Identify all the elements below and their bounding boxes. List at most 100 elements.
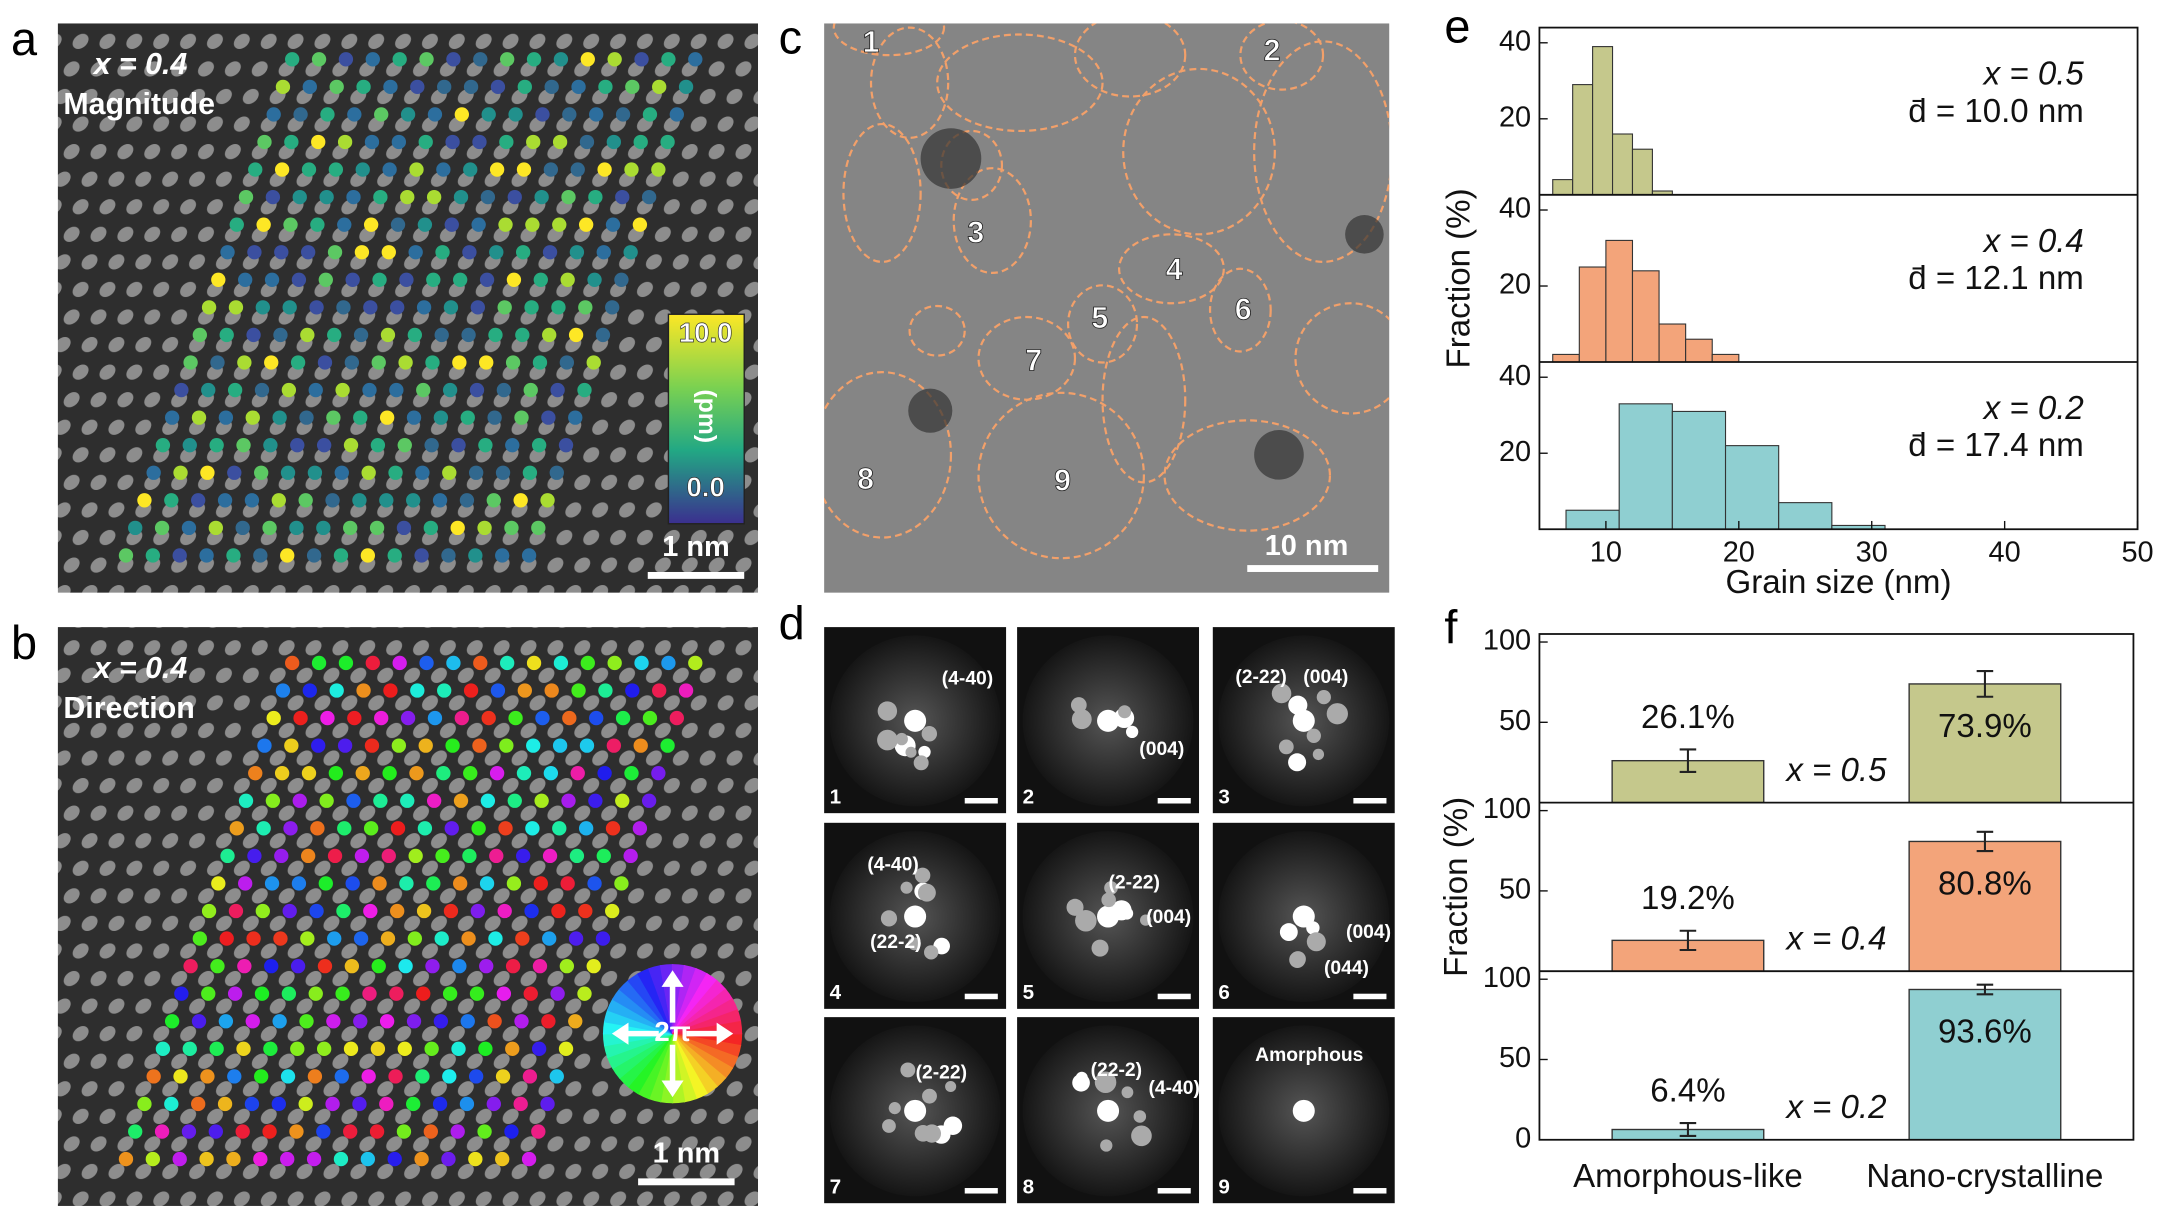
spot-label: (4-40) (867, 855, 918, 876)
atom (329, 683, 344, 698)
atom (164, 493, 179, 508)
colorbar (667, 313, 745, 525)
atom (338, 655, 354, 671)
atom (316, 520, 331, 536)
atom (326, 1014, 341, 1029)
bar (1611, 939, 1765, 972)
atom (154, 520, 170, 536)
y-tick-label: 40 (1499, 360, 1531, 392)
atom (364, 738, 380, 753)
atom (551, 300, 566, 315)
atom (580, 655, 595, 671)
scale-bar (1157, 1188, 1191, 1194)
value-label: 26.1% (1641, 699, 1735, 736)
atom (652, 683, 667, 698)
atom (578, 821, 594, 836)
atom (319, 793, 334, 808)
atom (397, 438, 412, 453)
atom (688, 655, 703, 671)
diffraction-spot (1292, 1099, 1315, 1122)
mean-label: d̄ = 10.0 nm (1908, 93, 2084, 130)
atom (238, 272, 253, 287)
atom (220, 848, 235, 864)
atom (441, 1151, 456, 1167)
panel-label: b (11, 617, 37, 669)
atom (678, 79, 694, 95)
atom (478, 1041, 493, 1056)
diffraction-spot (1288, 753, 1307, 772)
atom (181, 1124, 197, 1139)
atom (615, 793, 630, 808)
diffraction-spot (1091, 939, 1109, 957)
atom (535, 710, 550, 726)
atom (201, 300, 217, 315)
diffraction-spot (918, 745, 931, 759)
atom (265, 793, 281, 808)
atom (191, 410, 207, 425)
atom (379, 1096, 394, 1112)
atom (174, 382, 189, 398)
pattern-index: 1 (830, 785, 842, 808)
atom (155, 438, 171, 453)
atom (353, 1014, 368, 1029)
atom (174, 986, 189, 1001)
atom (559, 355, 575, 370)
atom (505, 438, 520, 453)
atom (534, 189, 549, 205)
atom (355, 162, 370, 177)
histogram-bar (1552, 179, 1574, 196)
atom (325, 1096, 340, 1112)
atom (361, 1069, 376, 1084)
atom (257, 134, 272, 150)
diffraction-spot (882, 1119, 896, 1133)
atom (641, 793, 657, 808)
atom (264, 876, 280, 891)
grain-outline (1163, 419, 1332, 532)
atom (344, 958, 360, 974)
atom (561, 189, 576, 205)
atom (353, 327, 369, 343)
atom (407, 931, 423, 946)
atom (605, 821, 621, 836)
atom (336, 903, 351, 919)
atom (227, 986, 243, 1001)
atom (407, 327, 423, 343)
atom (490, 683, 506, 698)
atom (463, 162, 478, 177)
histogram-bar (1671, 410, 1727, 530)
atom (275, 683, 291, 698)
atom (436, 162, 451, 177)
atom (453, 876, 468, 891)
atom (362, 382, 377, 398)
atom (392, 655, 407, 671)
scale-bar (1247, 565, 1379, 572)
atom (388, 465, 403, 480)
dark-particle (920, 128, 982, 189)
atom (579, 738, 595, 753)
quantity: Direction (63, 692, 194, 725)
atom (290, 438, 305, 453)
atom (426, 189, 442, 205)
atom (472, 134, 487, 150)
atom (435, 245, 450, 260)
atom (336, 300, 351, 315)
atom (526, 738, 541, 753)
atom (280, 1151, 295, 1167)
atom (452, 958, 467, 974)
atom (577, 382, 592, 398)
atom (578, 217, 594, 232)
scale-bar (638, 1178, 735, 1186)
atom (271, 1096, 286, 1112)
grain-outline (1122, 67, 1276, 236)
atom (471, 217, 486, 232)
atom (531, 438, 547, 453)
atom (426, 272, 441, 287)
atom (523, 986, 538, 1001)
atom (310, 217, 325, 232)
atom (531, 520, 546, 536)
atom (380, 931, 396, 946)
atom (526, 655, 542, 671)
atom (356, 79, 371, 95)
atom (507, 793, 522, 808)
series-name: x = 0.4 (1982, 223, 2084, 260)
